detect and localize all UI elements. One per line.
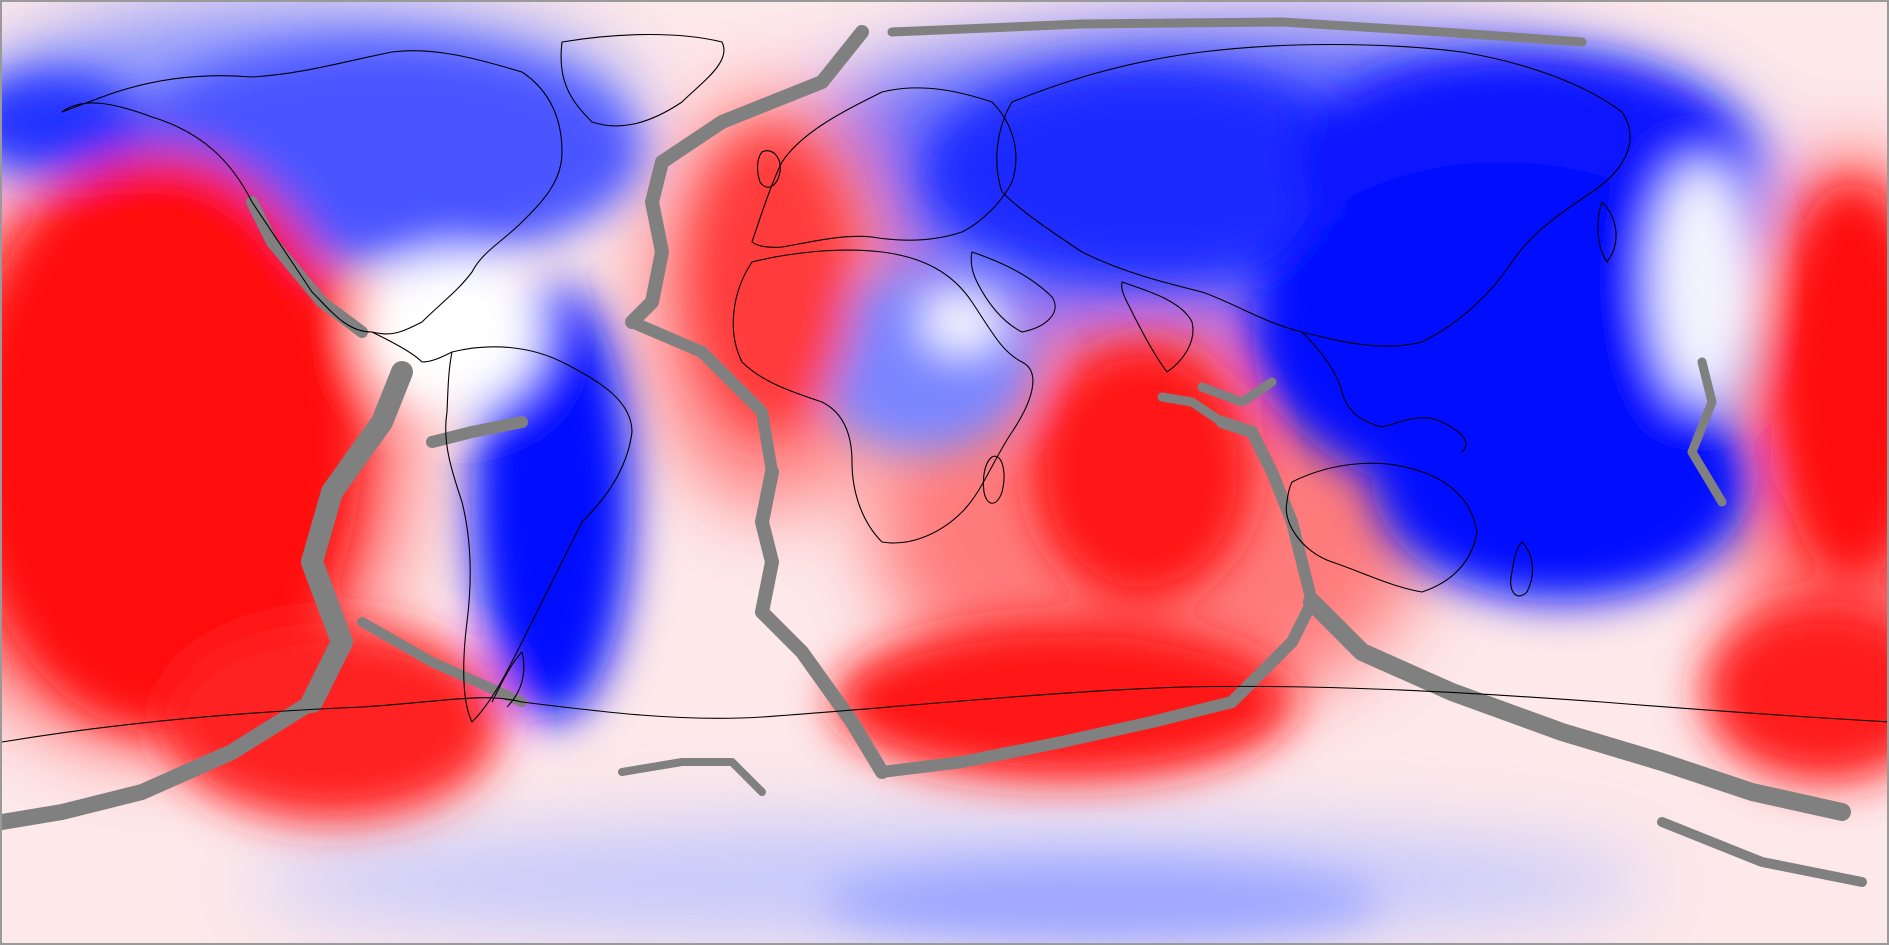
ridge-central-indian bbox=[1216, 416, 1318, 608]
coast-asia bbox=[996, 43, 1631, 347]
ridge-mid-atlantic-north bbox=[625, 25, 869, 329]
coast-japan bbox=[1597, 201, 1617, 263]
ridge-galapagos bbox=[426, 416, 528, 448]
coast-antarctic-peninsula bbox=[491, 651, 525, 708]
ridge-antarctic-patch bbox=[1657, 817, 1867, 887]
coast-africa bbox=[732, 249, 1034, 544]
coast-south-america bbox=[445, 346, 633, 723]
positive-anomaly-tasman bbox=[1702, 602, 1887, 782]
ridge-arabian bbox=[1197, 377, 1277, 407]
ridge-southwest-indian bbox=[876, 596, 1318, 778]
ridge-scotia-arc bbox=[618, 758, 766, 796]
ridge-arctic bbox=[887, 17, 1587, 47]
coast-uk bbox=[757, 150, 781, 188]
positive-anomaly-southeast-pacific bbox=[162, 622, 502, 822]
positive-anomaly-pacific bbox=[2, 152, 362, 732]
coast-australia bbox=[1285, 462, 1478, 593]
ridge-chile-rise bbox=[357, 617, 527, 707]
coast-greenland bbox=[560, 33, 725, 127]
positive-anomaly-africa bbox=[1032, 342, 1252, 602]
positive-anomaly-south-atlantic bbox=[832, 622, 1292, 782]
coast-central-america bbox=[371, 331, 453, 363]
coast-india bbox=[1121, 281, 1194, 373]
coast-new-zealand bbox=[1510, 541, 1533, 597]
ridge-mid-atlantic-south bbox=[755, 465, 889, 779]
ridge-southeast-indian bbox=[1303, 593, 1851, 821]
coast-madagascar bbox=[982, 455, 1005, 504]
coast-arabia bbox=[970, 251, 1056, 333]
field-core-layer bbox=[2, 42, 1887, 942]
ridge-pacific-antarctic bbox=[2, 694, 320, 830]
positive-anomaly-west-pacific bbox=[1772, 182, 1887, 582]
ridge-west-pacific bbox=[1687, 357, 1727, 507]
positive-anomaly-atlantic bbox=[692, 132, 852, 432]
ridge-east-pacific-rise bbox=[301, 361, 413, 713]
negative-anomaly-south-america bbox=[472, 282, 632, 722]
negative-anomaly-antarctic bbox=[822, 862, 1382, 942]
coast-antarctica bbox=[2, 685, 1887, 743]
negative-anomaly-indonesia bbox=[1372, 362, 1752, 602]
masked-ridge-zones bbox=[2, 17, 1867, 887]
ridge-gulf-california bbox=[246, 196, 368, 338]
coast-europe bbox=[751, 87, 1017, 248]
ridge-carlsberg bbox=[1157, 392, 1227, 427]
coast-southeast-asia bbox=[1301, 331, 1467, 453]
ridge-mid-atlantic-central bbox=[626, 316, 778, 478]
coastlines bbox=[2, 33, 1887, 743]
negative-anomaly-pacific-north bbox=[2, 72, 142, 172]
negative-anomaly-eurasia bbox=[922, 62, 1382, 282]
